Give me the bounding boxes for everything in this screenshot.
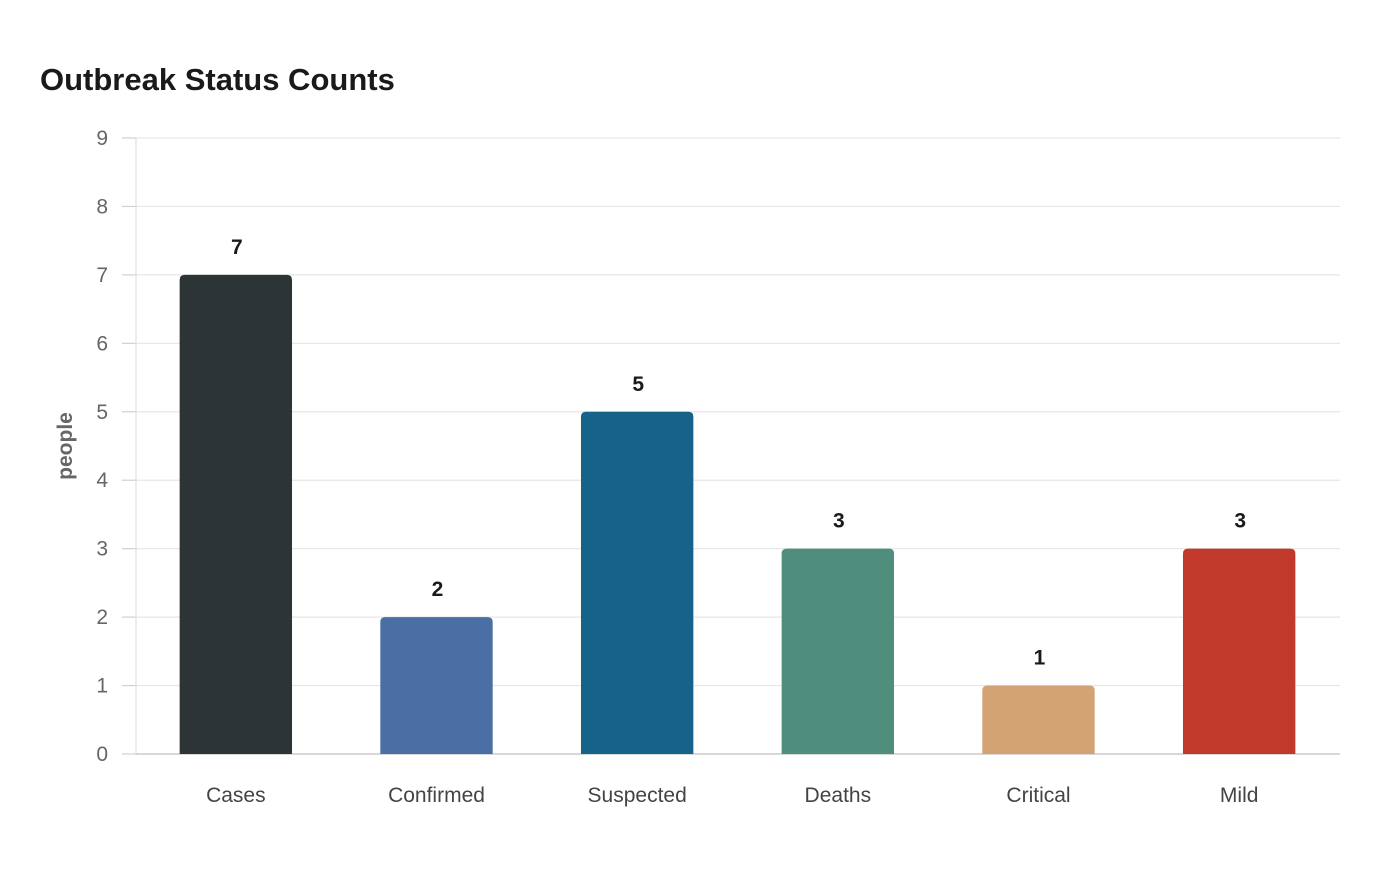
data-label-suspected: 5 — [632, 373, 644, 396]
y-axis-title: people — [54, 412, 77, 480]
y-tick-label: 6 — [96, 332, 108, 355]
chart-title: Outbreak Status Counts — [40, 62, 395, 97]
bar-critical — [982, 685, 1095, 754]
bar-suspected — [580, 411, 694, 754]
bar-confirmed — [380, 617, 493, 754]
y-tick-label: 1 — [96, 675, 108, 698]
x-tick-label-mild: Mild — [1220, 784, 1259, 807]
x-tick-label-suspected: Suspected — [588, 784, 687, 807]
bars — [179, 274, 1296, 754]
bar-cases — [179, 274, 293, 754]
y-tick-label: 5 — [96, 401, 108, 424]
data-label-mild: 3 — [1234, 510, 1246, 533]
gridlines — [136, 137, 1340, 687]
y-tick-label: 4 — [96, 469, 108, 492]
y-tick-label: 2 — [96, 606, 108, 629]
y-tick-label: 9 — [96, 127, 108, 150]
bar-mild — [1182, 548, 1296, 754]
y-tick-label: 7 — [96, 264, 108, 287]
axes — [122, 137, 1340, 755]
labels: 0 1 2 3 4 5 6 7 8 9 people 7 Cases 2 Confirmed 5 Suspect… — [54, 127, 1258, 807]
data-label-confirmed: 2 — [432, 578, 444, 601]
bar-deaths — [781, 548, 895, 754]
data-label-critical: 1 — [1034, 647, 1046, 670]
data-label-deaths: 3 — [833, 510, 845, 533]
data-label-cases: 7 — [231, 236, 243, 259]
x-tick-label-confirmed: Confirmed — [388, 784, 485, 807]
y-tick-label: 8 — [96, 195, 108, 218]
x-tick-label-cases: Cases — [206, 784, 266, 807]
x-tick-label-critical: Critical — [1006, 784, 1070, 807]
y-tick-label: 3 — [96, 538, 108, 561]
y-tick-label: 0 — [96, 743, 108, 766]
x-tick-label-deaths: Deaths — [805, 784, 872, 807]
